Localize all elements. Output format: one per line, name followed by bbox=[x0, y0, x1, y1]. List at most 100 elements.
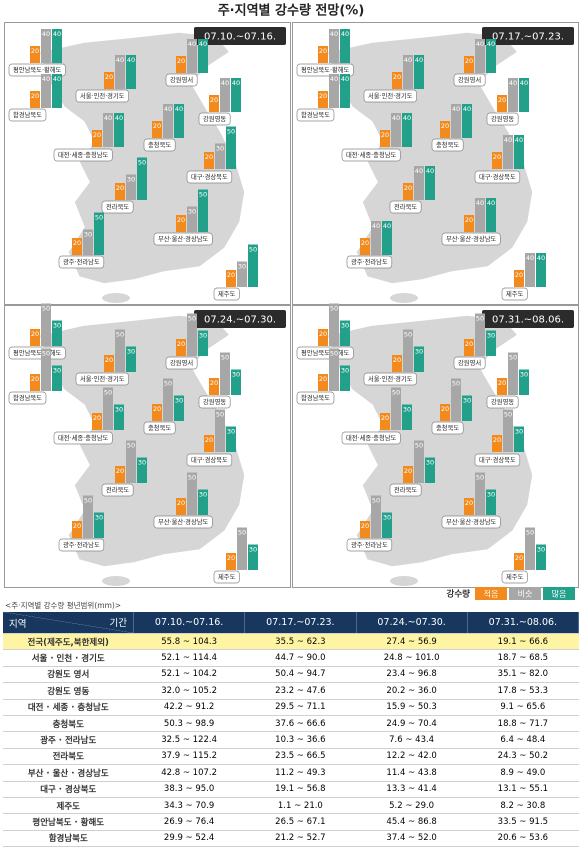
bar-value: 30 bbox=[487, 491, 495, 499]
probability-bar bbox=[41, 74, 51, 108]
probability-bar bbox=[72, 521, 82, 538]
probability-bar bbox=[464, 339, 474, 356]
map-panel: 07.24.~07.30. 20 50 30 평안남북도·황해도 20 50 30 함경남북도 2… bbox=[4, 303, 291, 588]
probability-bar bbox=[414, 346, 424, 372]
bar-value: 50 bbox=[404, 331, 412, 339]
probability-bar bbox=[451, 104, 461, 138]
probability-bar bbox=[115, 183, 125, 200]
range-cell: 15.9 ~ 50.3 bbox=[356, 699, 468, 716]
range-cell: 20.2 ~ 36.0 bbox=[356, 682, 468, 700]
probability-bar bbox=[83, 229, 93, 255]
probability-bar bbox=[174, 395, 184, 421]
probability-bar bbox=[486, 330, 496, 356]
bar-value: 30 bbox=[53, 322, 61, 330]
range-cell: 42.8 ~ 107.2 bbox=[133, 764, 245, 782]
range-cell: 21.2 ~ 52.7 bbox=[244, 830, 356, 847]
probability-bar bbox=[176, 339, 186, 356]
bar-value: 20 bbox=[393, 73, 401, 81]
probability-bar bbox=[163, 104, 173, 138]
bar-value: 20 bbox=[93, 414, 101, 422]
jeju-island bbox=[102, 576, 130, 586]
bar-value: 40 bbox=[515, 136, 523, 144]
probability-bar bbox=[380, 130, 390, 147]
bar-value: 20 bbox=[116, 467, 124, 475]
probability-bar bbox=[508, 352, 518, 395]
bar-value: 40 bbox=[164, 105, 172, 113]
probability-bar bbox=[536, 253, 546, 287]
bar-value: 40 bbox=[392, 114, 400, 122]
region-box bbox=[186, 453, 233, 467]
region-label: 평안남북도·황해도 bbox=[301, 348, 350, 357]
table-row: 대전 · 세종 · 충청남도 42.2 ~ 91.2 29.5 ~ 71.1 15.9… bbox=[3, 699, 579, 716]
probability-bar bbox=[94, 212, 104, 255]
probability-bar bbox=[248, 544, 258, 570]
bar-value: 30 bbox=[341, 322, 349, 330]
period-box bbox=[482, 310, 574, 328]
bar-value: 50 bbox=[42, 350, 50, 358]
probability-bar bbox=[104, 72, 114, 89]
region-cell: 함경남북도 bbox=[3, 830, 134, 847]
bar-value: 20 bbox=[465, 57, 473, 65]
range-cell: 50.3 ~ 98.9 bbox=[133, 715, 245, 733]
region-label: 대구·경상북도 bbox=[191, 172, 228, 181]
range-cell: 34.3 ~ 70.9 bbox=[133, 797, 245, 815]
bar-value: 50 bbox=[227, 128, 235, 136]
probability-bar bbox=[52, 365, 62, 391]
region-box bbox=[431, 138, 464, 152]
probability-bar bbox=[163, 378, 173, 421]
probability-bar bbox=[209, 378, 219, 395]
probability-bar bbox=[392, 355, 402, 372]
bar-value: 20 bbox=[153, 405, 161, 413]
region-label: 제주도 bbox=[506, 573, 524, 581]
probability-bar bbox=[30, 91, 40, 108]
range-cell: 8.9 ~ 49.0 bbox=[467, 764, 579, 782]
region-cell: 광주 · 전라남도 bbox=[3, 731, 134, 749]
jeju-island bbox=[102, 293, 130, 303]
region-box bbox=[153, 232, 213, 246]
region-label: 광주·전라남도 bbox=[63, 257, 100, 266]
range-cell: 24.3 ~ 50.2 bbox=[467, 748, 579, 766]
range-cell: 23.4 ~ 96.8 bbox=[356, 666, 468, 684]
probability-bar bbox=[114, 113, 124, 147]
range-cell: 52.1 ~ 114.4 bbox=[133, 649, 245, 667]
bar-value: 40 bbox=[115, 114, 123, 122]
region-label: 광주·전라남도 bbox=[63, 540, 100, 549]
region-box bbox=[8, 108, 47, 122]
probability-bar bbox=[126, 174, 136, 200]
region-box bbox=[389, 200, 422, 214]
probability-bar bbox=[380, 413, 390, 430]
header-row: 지역 기간 07.10.~07.16. 07.17.~07.23. 07.24.~07.… bbox=[3, 612, 580, 634]
bar-value: 20 bbox=[498, 379, 506, 387]
range-cell: 17.8 ~ 53.3 bbox=[467, 682, 579, 700]
bar-value: 20 bbox=[227, 271, 235, 279]
probability-bar bbox=[402, 113, 412, 147]
bar-value: 30 bbox=[115, 406, 123, 414]
bar-value: 50 bbox=[84, 497, 92, 505]
probability-bar bbox=[340, 365, 350, 391]
probability-bar bbox=[152, 121, 162, 138]
probability-bar bbox=[126, 440, 136, 483]
bar-value: 20 bbox=[73, 522, 81, 530]
region-label: 평안남북도·황해도 bbox=[13, 348, 62, 357]
bar-value: 40 bbox=[504, 136, 512, 144]
bar-value: 30 bbox=[227, 428, 235, 436]
range-cell: 18.7 ~ 68.5 bbox=[467, 649, 579, 667]
bar-value: 50 bbox=[188, 474, 196, 482]
bar-value: 20 bbox=[116, 184, 124, 192]
bar-value: 40 bbox=[53, 30, 61, 38]
bar-value: 40 bbox=[526, 254, 534, 262]
map-panel: 07.31.~08.06. 20 50 30 평안남북도·황해도 20 50 30 함경남북도 2… bbox=[292, 303, 579, 588]
bar-value: 20 bbox=[210, 379, 218, 387]
region-box bbox=[389, 483, 422, 497]
probability-bar bbox=[425, 457, 435, 483]
probability-bar bbox=[115, 55, 125, 89]
probability-bar bbox=[462, 395, 472, 421]
probability-bar bbox=[414, 166, 424, 200]
region-box bbox=[441, 515, 501, 529]
region-label: 전라북도 bbox=[106, 485, 129, 494]
range-cell: 11.2 ~ 49.3 bbox=[244, 764, 356, 782]
probability-bar bbox=[451, 378, 461, 421]
probability-bar bbox=[198, 330, 208, 356]
region-box bbox=[474, 170, 521, 184]
range-cell: 18.8 ~ 71.7 bbox=[467, 715, 579, 733]
